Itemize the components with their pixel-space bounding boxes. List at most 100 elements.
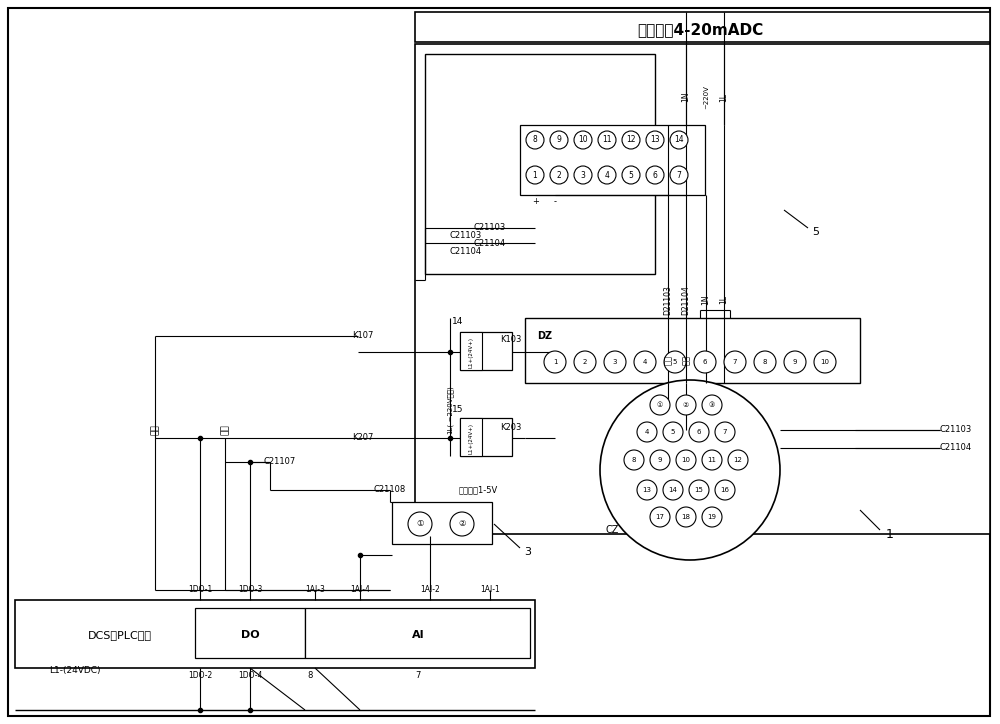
Circle shape xyxy=(622,131,640,149)
Bar xyxy=(415,12,990,42)
Text: 10: 10 xyxy=(682,457,690,463)
Bar xyxy=(460,418,512,456)
Circle shape xyxy=(670,166,688,184)
Circle shape xyxy=(663,422,683,442)
Text: 1AI-3: 1AI-3 xyxy=(305,586,325,594)
Text: 1DO-2: 1DO-2 xyxy=(188,671,212,681)
Circle shape xyxy=(676,507,696,527)
Text: 正转: 正转 xyxy=(150,424,160,435)
Text: 4: 4 xyxy=(645,429,649,435)
Circle shape xyxy=(450,512,474,536)
Text: 19: 19 xyxy=(708,514,716,520)
Text: L1-(24VDC): L1-(24VDC) xyxy=(49,665,101,675)
Text: 7: 7 xyxy=(415,671,421,681)
Text: 1AI-4: 1AI-4 xyxy=(350,586,370,594)
Text: 12: 12 xyxy=(734,457,742,463)
Text: 13: 13 xyxy=(650,135,660,145)
Text: 14: 14 xyxy=(674,135,684,145)
Text: 9: 9 xyxy=(557,135,561,145)
Text: 16: 16 xyxy=(720,487,730,493)
Text: 1N: 1N xyxy=(682,92,690,102)
Text: D21103: D21103 xyxy=(664,285,672,315)
Circle shape xyxy=(663,480,683,500)
Circle shape xyxy=(694,351,716,373)
Bar xyxy=(460,332,482,370)
Text: 2: 2 xyxy=(583,359,587,365)
Text: ②: ② xyxy=(458,520,466,529)
Text: 12: 12 xyxy=(626,135,636,145)
Circle shape xyxy=(550,131,568,149)
Bar xyxy=(460,332,512,370)
Text: 1: 1 xyxy=(886,529,894,542)
Circle shape xyxy=(526,166,544,184)
Bar xyxy=(525,318,860,383)
Circle shape xyxy=(676,395,696,415)
Text: C21103: C21103 xyxy=(450,232,482,240)
Circle shape xyxy=(604,351,626,373)
Bar xyxy=(392,502,492,544)
Text: 5: 5 xyxy=(629,170,633,180)
Text: 5: 5 xyxy=(671,429,675,435)
Text: D21104: D21104 xyxy=(682,285,690,315)
Text: 1: 1 xyxy=(533,170,537,180)
Circle shape xyxy=(650,450,670,470)
Text: K107: K107 xyxy=(352,332,374,340)
Circle shape xyxy=(724,351,746,373)
Text: 1AI-2: 1AI-2 xyxy=(420,586,440,594)
Text: 3: 3 xyxy=(524,547,532,557)
Text: ②: ② xyxy=(683,402,689,408)
Text: 17: 17 xyxy=(656,514,664,520)
Bar xyxy=(15,600,535,668)
Text: 3: 3 xyxy=(613,359,617,365)
Bar xyxy=(520,125,705,195)
Text: 8: 8 xyxy=(533,135,537,145)
Circle shape xyxy=(702,450,722,470)
Text: K207: K207 xyxy=(352,434,374,442)
Text: C21108: C21108 xyxy=(374,486,406,494)
Text: 8: 8 xyxy=(307,671,313,681)
Circle shape xyxy=(408,512,432,536)
Circle shape xyxy=(634,351,656,373)
Circle shape xyxy=(702,395,722,415)
Text: C21103: C21103 xyxy=(474,224,506,232)
Circle shape xyxy=(550,166,568,184)
Text: 7: 7 xyxy=(733,359,737,365)
Circle shape xyxy=(728,450,748,470)
Circle shape xyxy=(689,480,709,500)
Circle shape xyxy=(544,351,566,373)
Circle shape xyxy=(526,131,544,149)
Text: DO: DO xyxy=(241,630,259,640)
Text: 3: 3 xyxy=(581,170,585,180)
Circle shape xyxy=(622,166,640,184)
Circle shape xyxy=(676,450,696,470)
Text: 1: 1 xyxy=(553,359,557,365)
Text: 15: 15 xyxy=(452,405,464,415)
Text: K203: K203 xyxy=(500,424,521,432)
Circle shape xyxy=(637,480,657,500)
Text: 1DO-1: 1DO-1 xyxy=(188,586,212,594)
Text: C21104: C21104 xyxy=(474,238,506,248)
Circle shape xyxy=(598,131,616,149)
Text: 9: 9 xyxy=(658,457,662,463)
Text: 1AI-1: 1AI-1 xyxy=(480,586,500,594)
Text: 4: 4 xyxy=(605,170,609,180)
Text: ③: ③ xyxy=(709,402,715,408)
Text: K103: K103 xyxy=(500,335,521,345)
Text: 阀位反馈4-20mADC: 阀位反馈4-20mADC xyxy=(637,22,763,38)
Text: 1DO-4: 1DO-4 xyxy=(238,671,262,681)
Text: DZ: DZ xyxy=(537,331,553,341)
Text: 4: 4 xyxy=(643,359,647,365)
Circle shape xyxy=(574,166,592,184)
Text: 1N: 1N xyxy=(702,295,710,306)
Text: 1L: 1L xyxy=(720,93,728,101)
Circle shape xyxy=(574,351,596,373)
Bar xyxy=(415,44,990,534)
Text: -: - xyxy=(554,198,556,206)
Circle shape xyxy=(664,351,686,373)
Circle shape xyxy=(646,131,664,149)
Text: 9: 9 xyxy=(793,359,797,365)
Bar xyxy=(425,54,655,274)
Text: 8: 8 xyxy=(632,457,636,463)
Text: 15: 15 xyxy=(695,487,703,493)
Text: 1L(-~220V火线): 1L(-~220V火线) xyxy=(447,386,453,434)
